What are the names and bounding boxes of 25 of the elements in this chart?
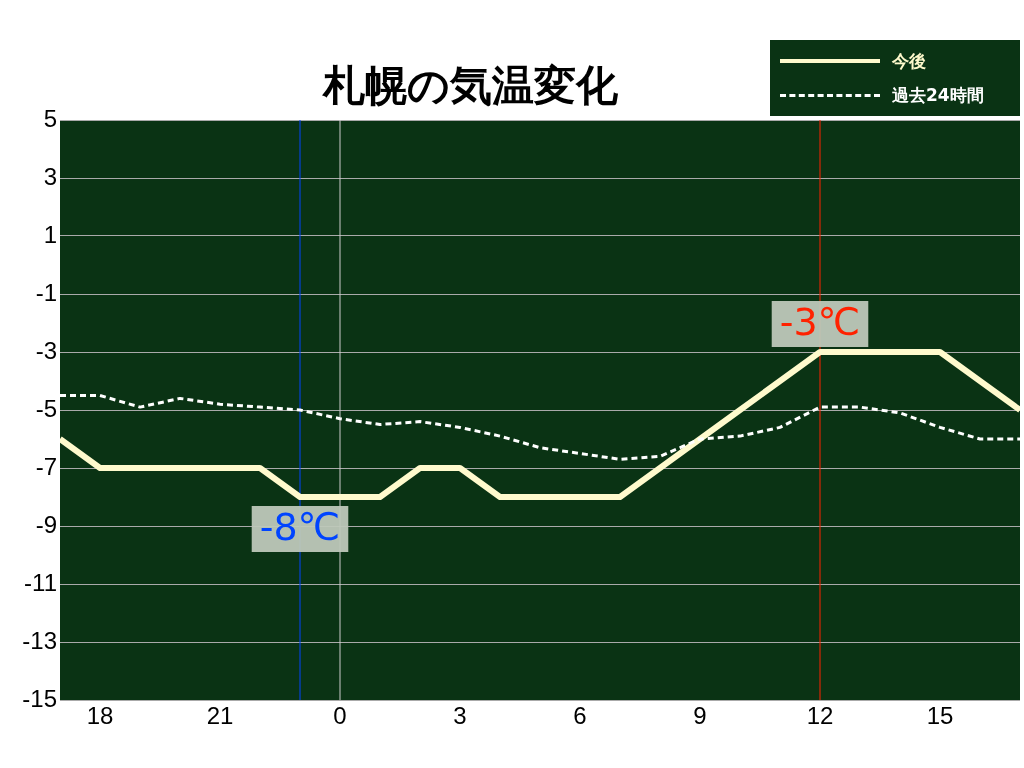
y-tick-label: -3 bbox=[35, 336, 57, 364]
y-tick-label: -15 bbox=[22, 684, 57, 712]
x-tick-label: 6 bbox=[573, 702, 587, 730]
x-tick-label: 15 bbox=[926, 702, 954, 730]
annotation: -8℃ bbox=[259, 504, 341, 549]
y-tick-label: -1 bbox=[35, 278, 57, 306]
y-tick-label: -5 bbox=[35, 394, 57, 422]
text: 今後 bbox=[892, 49, 926, 73]
x-tick-label: 3 bbox=[453, 702, 467, 730]
y-tick-label: -7 bbox=[35, 452, 57, 480]
y-tick-label: -13 bbox=[22, 626, 57, 654]
y-tick-label: 5 bbox=[43, 104, 57, 132]
x-tick-label: 0 bbox=[333, 702, 347, 730]
x-tick-label: 9 bbox=[693, 702, 707, 730]
y-tick-label: 1 bbox=[43, 220, 57, 248]
annotation: -3℃ bbox=[779, 299, 861, 344]
y-tick-label: -11 bbox=[24, 568, 57, 596]
x-tick-label: 21 bbox=[206, 702, 234, 730]
chart-title: 札幌の気温変化 bbox=[322, 61, 618, 110]
y-tick-label: 3 bbox=[43, 162, 57, 190]
x-tick-label: 12 bbox=[806, 702, 834, 730]
line-series bbox=[60, 394, 1020, 461]
text: 過去24時間 bbox=[892, 83, 984, 107]
y-tick-label: -9 bbox=[35, 510, 57, 538]
x-tick-label: 18 bbox=[86, 702, 114, 730]
